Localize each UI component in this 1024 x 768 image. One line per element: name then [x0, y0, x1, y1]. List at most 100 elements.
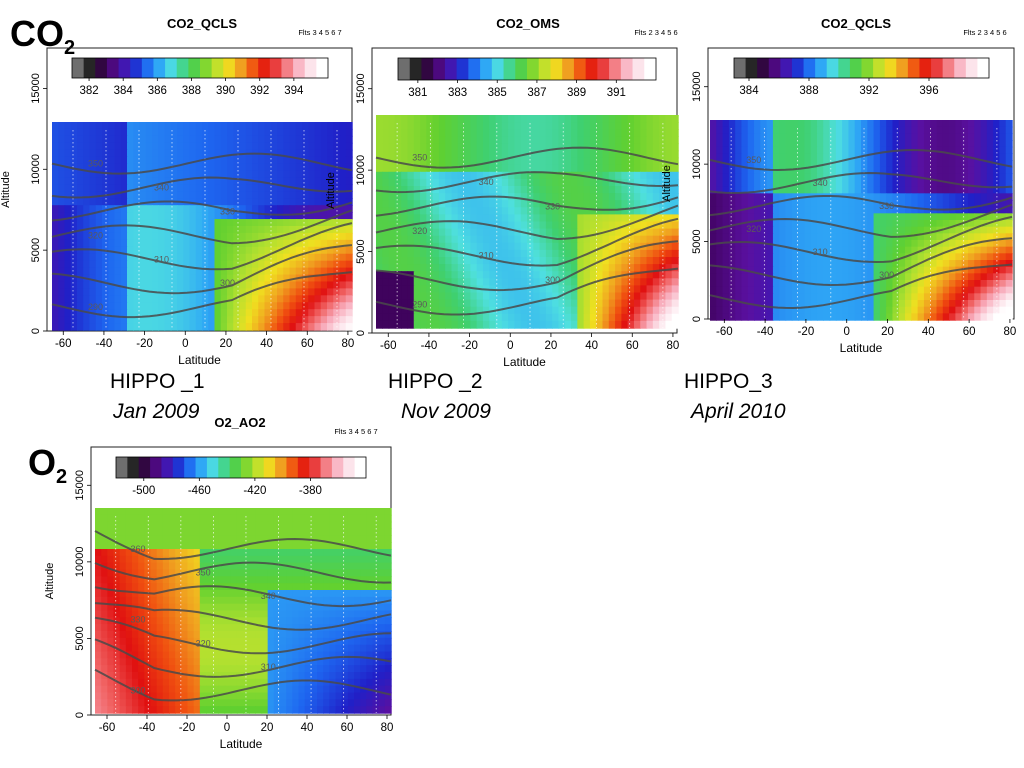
heatmap-cell: [208, 198, 216, 206]
heatmap-cell: [665, 320, 673, 329]
heatmap-cell: [621, 278, 629, 287]
heatmap-cell: [615, 214, 623, 223]
heatmap-cell: [382, 200, 390, 208]
heatmap-cell: [298, 521, 306, 530]
heatmap-cell: [286, 521, 294, 530]
heatmap-cell: [420, 122, 428, 130]
heatmap-cell: [64, 309, 72, 317]
heatmap-cell: [457, 115, 465, 123]
heatmap-cell: [722, 280, 730, 288]
heatmap-cell: [873, 240, 881, 248]
heatmap-cell: [145, 309, 153, 317]
heatmap-cell: [302, 122, 309, 130]
heatmap-cell: [144, 528, 152, 537]
heatmap-cell: [627, 143, 635, 152]
heatmap-cell: [779, 200, 787, 208]
heatmap-cell: [936, 160, 944, 168]
heatmap-cell: [577, 193, 585, 201]
x-tick-label: 40: [922, 326, 935, 338]
heatmap-cell: [258, 288, 266, 297]
heatmap-cell: [627, 257, 635, 265]
heatmap-cell: [772, 193, 780, 201]
heatmap-cell: [245, 295, 253, 303]
x-tick-label: -40: [757, 326, 774, 338]
heatmap-cell: [577, 264, 585, 272]
heatmap-cell: [766, 126, 774, 135]
heatmap-cell: [747, 193, 755, 201]
heatmap-cell: [108, 267, 116, 276]
heatmap-cell: [95, 288, 103, 297]
heatmap-cell: [829, 273, 837, 281]
heatmap-cell: [77, 219, 84, 227]
heatmap-cell: [930, 193, 938, 201]
heatmap-cell: [627, 214, 635, 223]
heatmap-cell: [233, 128, 241, 137]
heatmap-cell: [114, 239, 122, 248]
heatmap-cell: [886, 300, 894, 308]
heatmap-cell: [289, 267, 297, 276]
heatmap-cell: [208, 156, 216, 165]
heatmap-cell: [621, 285, 629, 294]
heatmap-cell: [967, 133, 975, 141]
heatmap-cell: [602, 257, 610, 265]
heatmap-cell: [961, 306, 969, 315]
heatmap-cell: [270, 191, 278, 199]
heatmap-cell: [564, 242, 572, 251]
chart-title: CO2_QCLS: [167, 16, 237, 31]
heatmap-cell: [64, 170, 72, 179]
heatmap-cell: [102, 198, 109, 206]
heatmap-cell: [804, 253, 812, 261]
heatmap-cell: [779, 293, 787, 301]
heatmap-cell: [145, 149, 153, 158]
heatmap-cell: [89, 316, 97, 324]
heatmap-cell: [558, 129, 566, 137]
heatmap-cell: [70, 122, 78, 130]
heatmap-cell: [923, 293, 931, 301]
heatmap-cell: [589, 292, 597, 301]
heatmap-cell: [829, 246, 837, 255]
heatmap-cell: [671, 228, 679, 237]
heatmap-cell: [189, 135, 197, 144]
heatmap-cell: [145, 170, 153, 179]
heatmap-cell: [420, 264, 428, 272]
heatmap-cell: [95, 142, 103, 151]
heatmap-cell: [577, 235, 585, 244]
heatmap-cell: [722, 246, 730, 255]
heatmap-cell: [208, 122, 216, 130]
heatmap-cell: [139, 309, 147, 317]
heatmap-cell: [120, 246, 128, 255]
heatmap-cell: [766, 220, 774, 228]
heatmap-cell: [401, 115, 409, 123]
heatmap-cell: [633, 178, 641, 187]
heatmap-cell: [193, 514, 201, 523]
heatmap-cell: [333, 239, 341, 248]
heatmap-cell: [252, 184, 259, 193]
heatmap-cell: [835, 226, 843, 235]
heatmap-cell: [218, 555, 226, 564]
heatmap-cell: [164, 142, 172, 151]
heatmap-cell: [164, 239, 172, 248]
heatmap-cell: [239, 232, 247, 241]
heatmap-cell: [879, 260, 887, 268]
heatmap-cell: [596, 136, 604, 145]
heatmap-cell: [967, 213, 975, 221]
heatmap-cell: [583, 271, 591, 279]
heatmap-cell: [608, 235, 616, 244]
y-tick-label: 0: [30, 328, 42, 334]
heatmap-cell: [633, 136, 641, 145]
heatmap-cell: [949, 186, 957, 195]
heatmap-cell: [501, 171, 509, 180]
heatmap-cell: [245, 191, 253, 199]
heatmap-cell: [145, 274, 153, 283]
heatmap-cell: [220, 267, 228, 276]
heatmap-cell: [394, 214, 402, 223]
heatmap-cell: [224, 508, 232, 516]
heatmap-cell: [432, 115, 440, 123]
heatmap-cell: [127, 253, 134, 262]
heatmap-cell: [596, 249, 604, 258]
heatmap-cell: [980, 300, 988, 308]
heatmap-cell: [589, 178, 597, 187]
heatmap-cell: [233, 135, 241, 144]
heatmap-cell: [413, 264, 421, 272]
heatmap-cell: [482, 257, 490, 265]
